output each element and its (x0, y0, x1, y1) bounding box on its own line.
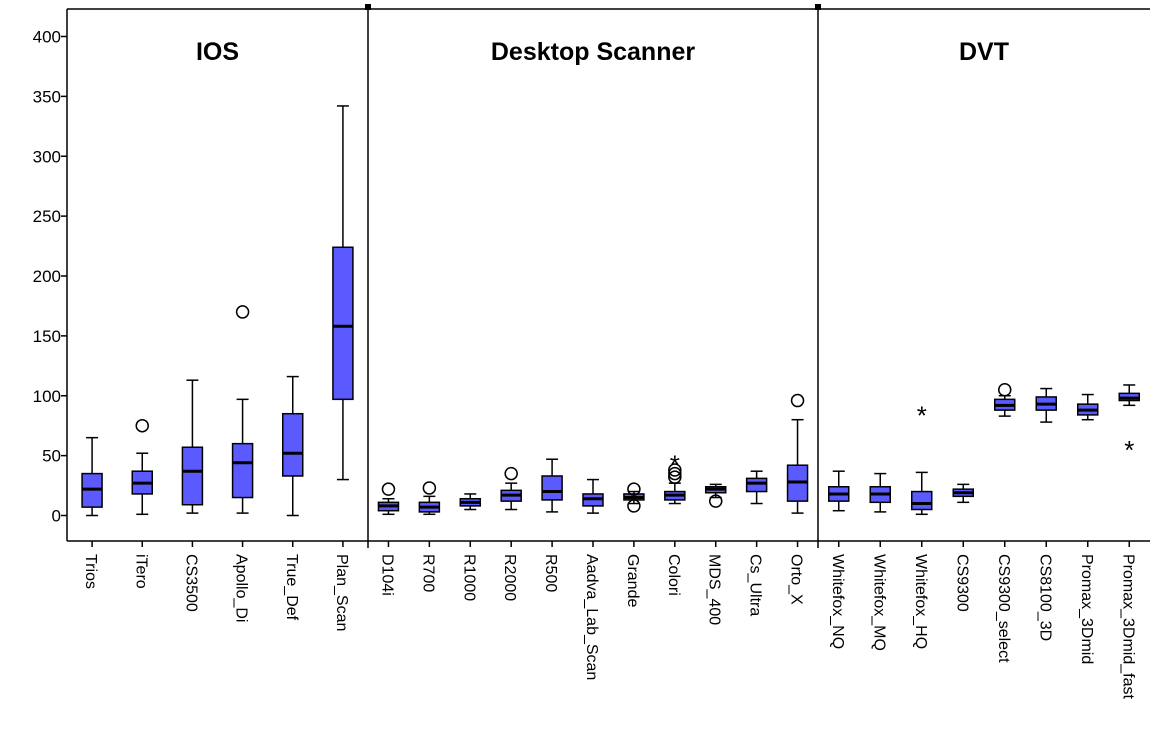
category-label: Whitefox_NQ (829, 554, 846, 649)
outlier-marker (998, 383, 1012, 397)
category-label: CS8100_3D (1036, 554, 1053, 641)
outlier-marker (627, 482, 641, 496)
category-label: R500 (542, 554, 559, 592)
category-label: Promax_3Dmid_fast (1119, 554, 1136, 700)
category-label: R700 (419, 554, 436, 592)
outlier-marker (422, 481, 437, 495)
outlier-marker (135, 418, 149, 433)
box-body (282, 412, 304, 477)
box-body (745, 477, 768, 493)
y-tick-label: 200 (33, 267, 61, 286)
category-label: Whitefox_HQ (912, 554, 929, 649)
outlier-marker (235, 305, 250, 319)
y-tick-label: 250 (33, 207, 61, 226)
outlier-marker (708, 494, 723, 508)
y-tick-label: 150 (33, 327, 61, 346)
panel-title-0: IOS (196, 38, 239, 66)
panel-title-1: Desktop Scanner (491, 38, 696, 66)
y-tick-label: 50 (42, 447, 61, 466)
category-label: True_Def (283, 554, 300, 621)
category-label: CS9300_select (995, 554, 1012, 663)
outlier-marker (668, 470, 682, 484)
category-label: Cs_Ultra (747, 554, 764, 616)
panel-title-2: DVT (959, 38, 1009, 66)
category-label: Aadva_Lab_Scan (583, 554, 600, 680)
category-label: Trios (82, 554, 99, 589)
category-label: Promax_3Dmid (1078, 554, 1095, 664)
y-tick-label: 350 (33, 87, 61, 106)
box-body (332, 246, 354, 401)
category-label: D104i (378, 554, 395, 596)
category-label: R2000 (501, 554, 518, 601)
y-tick-label: 100 (33, 387, 61, 406)
category-label: Apollo_Di (233, 554, 250, 622)
extreme-marker: * (917, 401, 927, 431)
category-label: Grande (624, 554, 641, 607)
outlier-marker (381, 482, 396, 496)
box-body (181, 446, 204, 506)
extreme-marker: * (1124, 435, 1134, 465)
box-body (911, 490, 933, 511)
category-label: R1000 (460, 554, 477, 601)
outlier-marker (668, 463, 682, 477)
box-body (541, 475, 563, 501)
outlier-marker (668, 466, 682, 481)
y-tick-label: 0 (52, 507, 61, 526)
category-label: CS9300 (953, 554, 970, 612)
outlier-marker (627, 499, 641, 513)
category-label: iTero (132, 554, 149, 589)
category-label: MDS_400 (706, 554, 723, 625)
category-label: Plan_Scan (333, 554, 350, 631)
outlier-marker (504, 466, 518, 481)
extreme-marker: * (670, 450, 680, 480)
box-body (231, 442, 254, 499)
outlier-marker (790, 393, 805, 408)
category-label: CS3500 (182, 554, 199, 612)
category-label: Orto_X (788, 554, 805, 605)
category-label: Colori (665, 554, 682, 596)
category-label: Whitefox_MQ (870, 554, 887, 651)
y-tick-label: 400 (33, 28, 61, 47)
y-tick-label: 300 (33, 147, 61, 166)
